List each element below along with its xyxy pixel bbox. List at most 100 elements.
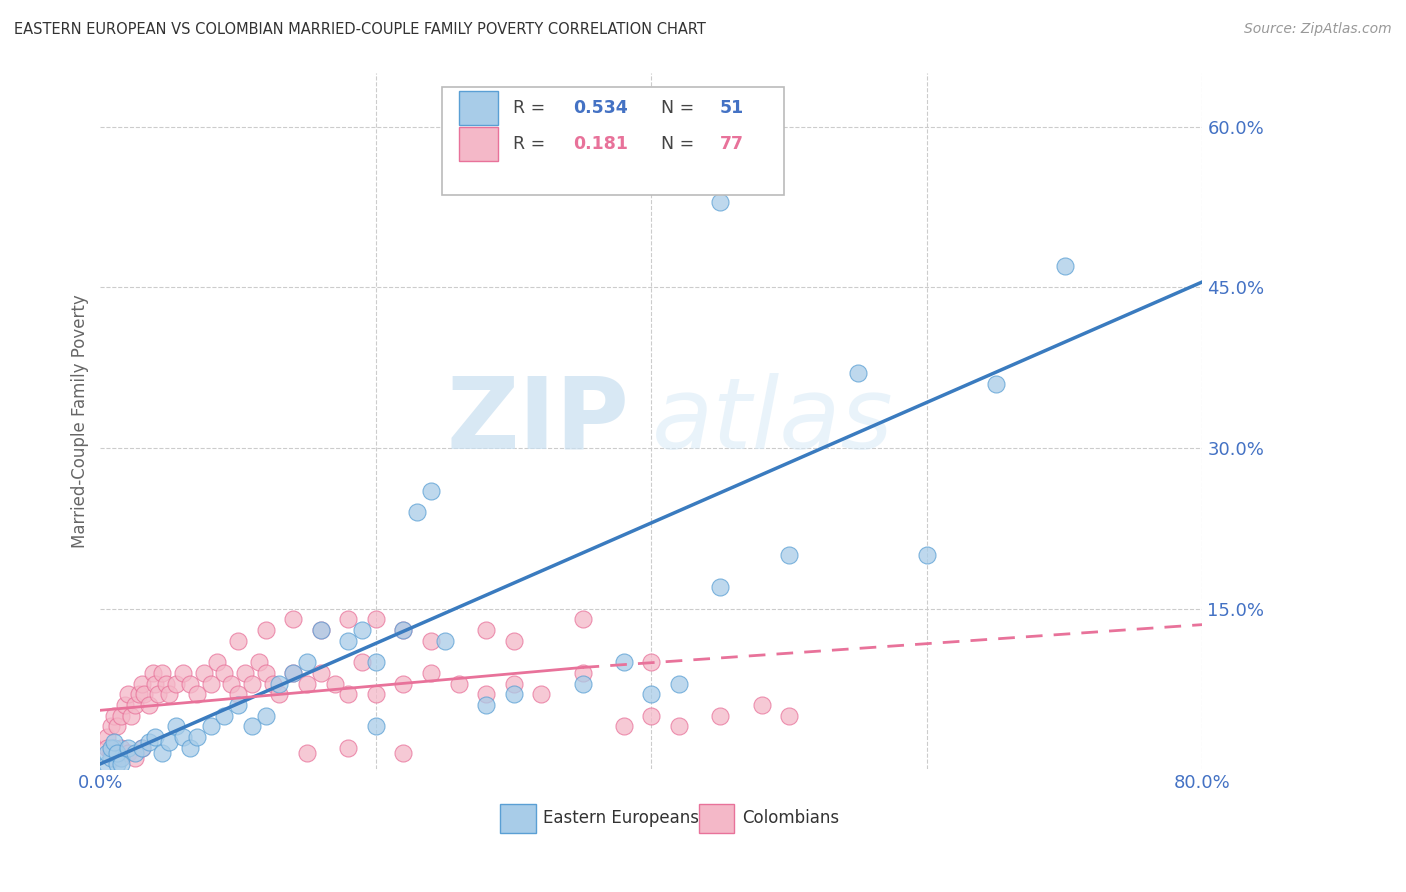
Point <box>105 756 128 771</box>
Point <box>309 623 332 637</box>
Point <box>120 708 142 723</box>
Point <box>668 676 690 690</box>
Point <box>219 676 242 690</box>
Point <box>186 687 208 701</box>
Point <box>200 676 222 690</box>
Point <box>150 665 173 680</box>
Point <box>778 548 800 562</box>
Point <box>309 623 332 637</box>
Point <box>165 719 187 733</box>
FancyBboxPatch shape <box>699 804 734 833</box>
Point <box>915 548 938 562</box>
Point <box>145 730 167 744</box>
Point <box>117 740 139 755</box>
Text: ZIP: ZIP <box>447 373 630 469</box>
Point <box>207 655 229 669</box>
Point <box>200 719 222 733</box>
Point <box>751 698 773 712</box>
Point <box>131 676 153 690</box>
Point <box>214 665 236 680</box>
Point <box>420 665 443 680</box>
Point <box>172 730 194 744</box>
Point <box>392 676 415 690</box>
Point <box>433 633 456 648</box>
Point <box>179 740 201 755</box>
Point <box>269 676 291 690</box>
Point <box>100 719 122 733</box>
Point <box>103 735 125 749</box>
Point <box>337 687 360 701</box>
Point <box>352 623 374 637</box>
Point <box>155 676 177 690</box>
Point <box>640 655 662 669</box>
Point <box>138 698 160 712</box>
Point <box>364 655 387 669</box>
Point <box>100 740 122 755</box>
Point <box>247 655 270 669</box>
Text: 0.534: 0.534 <box>574 99 628 117</box>
Point <box>364 687 387 701</box>
Point <box>846 366 869 380</box>
Point <box>138 735 160 749</box>
Point <box>254 708 277 723</box>
Point <box>96 756 118 771</box>
Point <box>117 687 139 701</box>
Point <box>337 633 360 648</box>
Point <box>105 719 128 733</box>
Point <box>193 665 215 680</box>
Point <box>142 665 165 680</box>
Text: Source: ZipAtlas.com: Source: ZipAtlas.com <box>1244 22 1392 37</box>
Point <box>179 676 201 690</box>
Point <box>240 719 263 733</box>
Point <box>110 756 132 771</box>
Point <box>226 687 249 701</box>
Point <box>165 676 187 690</box>
Point <box>392 746 415 760</box>
Point <box>100 746 122 760</box>
Point <box>100 751 122 765</box>
Point <box>124 698 146 712</box>
Point <box>502 676 524 690</box>
Text: Eastern Europeans: Eastern Europeans <box>543 809 699 827</box>
Point <box>295 676 318 690</box>
Text: atlas: atlas <box>651 373 893 469</box>
Point <box>352 655 374 669</box>
Point <box>233 665 256 680</box>
Text: R =: R = <box>513 99 550 117</box>
Point <box>157 687 180 701</box>
Point <box>254 623 277 637</box>
Point <box>420 633 443 648</box>
Point <box>269 687 291 701</box>
Text: R =: R = <box>513 136 550 153</box>
Point <box>613 655 636 669</box>
Y-axis label: Married-Couple Family Poverty: Married-Couple Family Poverty <box>72 294 89 548</box>
Point <box>103 708 125 723</box>
Point <box>96 730 118 744</box>
Point <box>131 740 153 755</box>
Point <box>475 687 498 701</box>
Point <box>214 708 236 723</box>
Point <box>1053 259 1076 273</box>
FancyBboxPatch shape <box>458 91 498 125</box>
Text: N =: N = <box>651 99 700 117</box>
Point <box>103 751 125 765</box>
Point <box>110 751 132 765</box>
Text: 0.181: 0.181 <box>574 136 628 153</box>
Point <box>337 612 360 626</box>
Point <box>157 735 180 749</box>
Point <box>392 623 415 637</box>
Point <box>128 687 150 701</box>
Point <box>148 687 170 701</box>
Point <box>668 719 690 733</box>
Point <box>114 698 136 712</box>
Point <box>984 376 1007 391</box>
Point <box>709 708 731 723</box>
Point <box>502 633 524 648</box>
Point <box>262 676 284 690</box>
Point <box>475 623 498 637</box>
Point <box>186 730 208 744</box>
Point <box>709 580 731 594</box>
Point <box>571 676 593 690</box>
Point <box>124 751 146 765</box>
Point <box>337 740 360 755</box>
